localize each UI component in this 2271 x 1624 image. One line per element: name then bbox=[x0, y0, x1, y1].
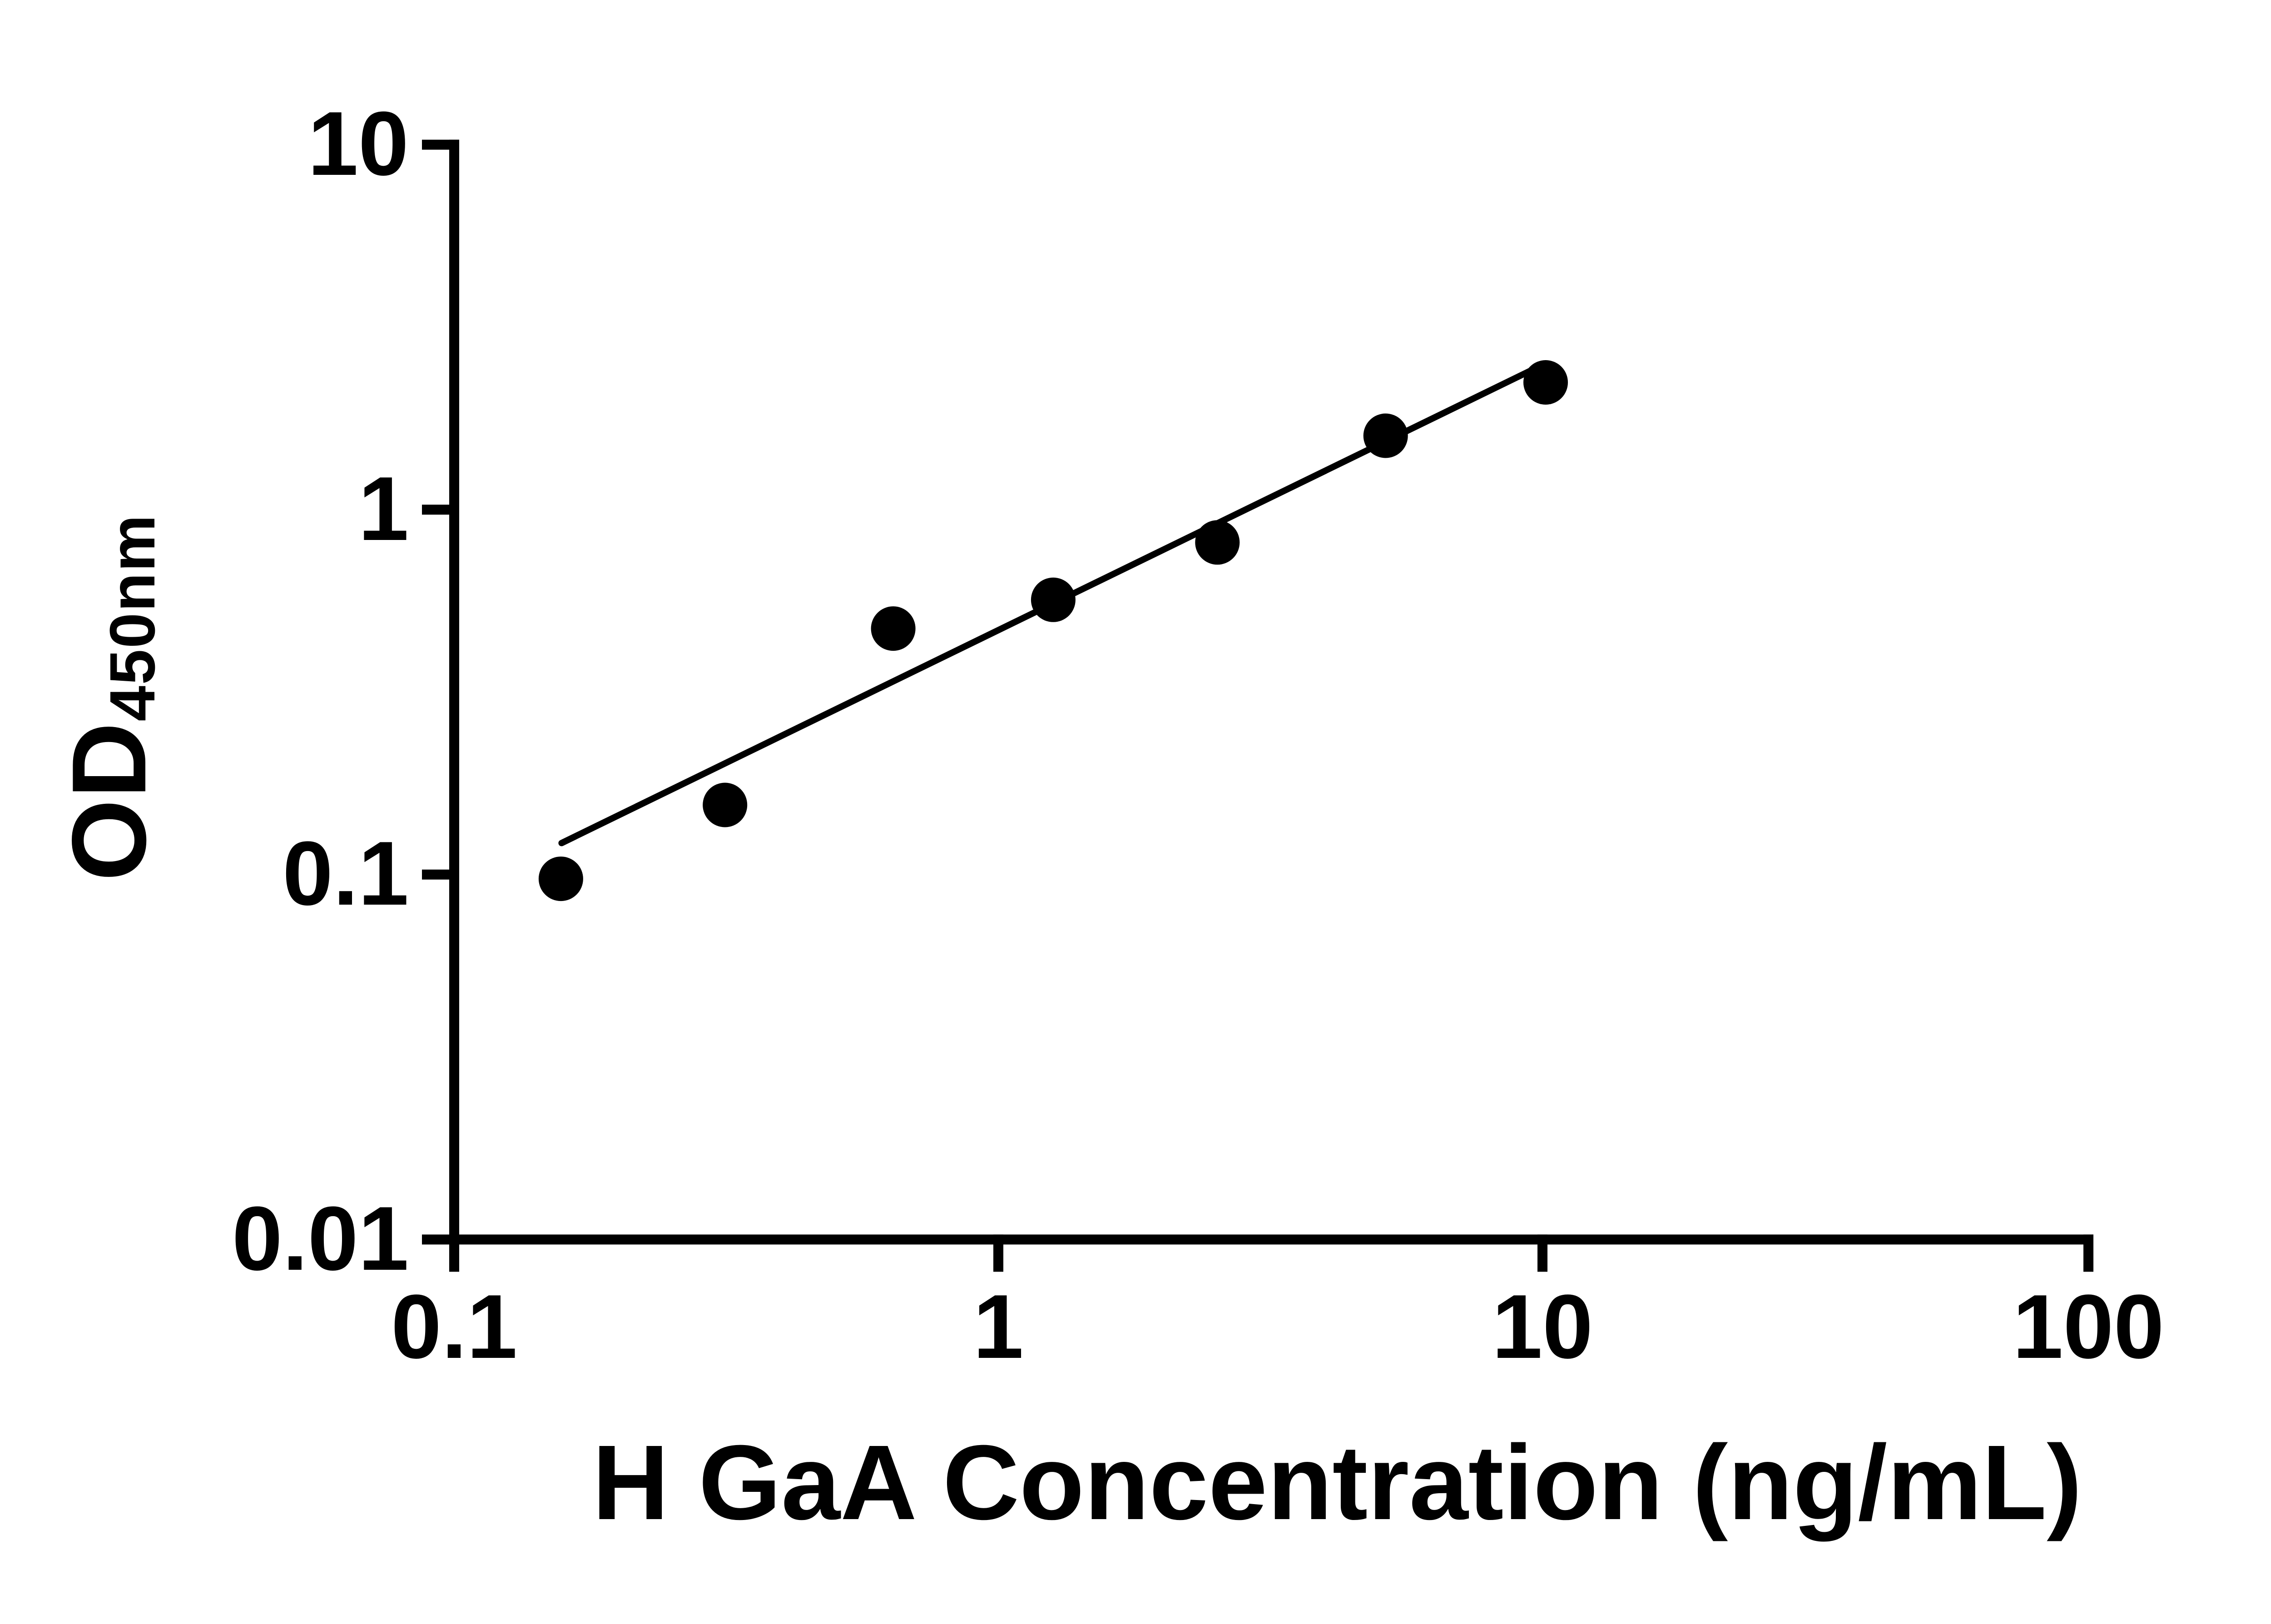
svg-text:H GaA Concentration (ng/mL): H GaA Concentration (ng/mL) bbox=[592, 1423, 2082, 1542]
svg-text:0.1: 0.1 bbox=[391, 1276, 517, 1377]
svg-text:100: 100 bbox=[2013, 1276, 2164, 1377]
svg-text:0.01: 0.01 bbox=[232, 1188, 409, 1289]
svg-text:1: 1 bbox=[358, 458, 409, 559]
svg-text:0.1: 0.1 bbox=[283, 823, 409, 924]
svg-text:10: 10 bbox=[1492, 1276, 1593, 1377]
svg-text:1: 1 bbox=[973, 1276, 1023, 1377]
svg-text:10: 10 bbox=[308, 93, 409, 194]
